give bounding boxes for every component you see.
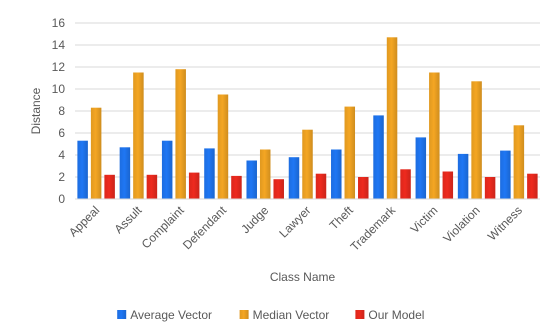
bars — [77, 37, 538, 199]
bar-median-vector — [386, 37, 398, 199]
bar-average-vector — [373, 115, 384, 199]
legend: Average Vector Median Vector Our Model — [117, 308, 424, 322]
x-tick-label: Defendant — [180, 203, 230, 253]
bar-average-vector — [500, 150, 511, 199]
bar-average-vector — [246, 160, 257, 199]
bar-median-vector — [217, 94, 229, 199]
bar-our-model — [273, 179, 284, 199]
bar-our-model — [104, 174, 115, 199]
bar-median-vector — [90, 107, 102, 199]
legend-label: Median Vector — [253, 308, 330, 322]
legend-swatch — [355, 310, 365, 319]
bar-average-vector — [415, 137, 427, 199]
bar-median-vector — [429, 72, 440, 199]
bar-average-vector — [77, 140, 88, 199]
legend-swatch — [117, 310, 127, 319]
bar-median-vector — [259, 149, 271, 199]
y-tick-label: 4 — [58, 148, 65, 162]
x-tick-label: Trademark — [348, 203, 399, 254]
x-axis-title: Class Name — [270, 270, 336, 284]
bar-our-model — [231, 175, 242, 199]
bar-our-model — [188, 172, 200, 199]
x-tick-label: Lawyer — [276, 203, 313, 240]
legend-label: Average Vector — [130, 308, 212, 322]
bar-median-vector — [471, 81, 482, 199]
bar-average-vector — [331, 149, 342, 199]
y-tick-label: 0 — [58, 192, 65, 206]
y-tick-label: 10 — [52, 82, 66, 96]
x-tick-label: Judge — [238, 203, 271, 236]
bar-median-vector — [513, 125, 525, 199]
x-tick-label: Assult — [112, 203, 145, 236]
bar-average-vector — [161, 140, 173, 199]
bar-our-model — [315, 173, 327, 199]
axes: 0 2 4 6 8 10 12 14 16 Appeal AssultComplaintDefend… — [52, 16, 540, 254]
legend-label: Our Model — [368, 308, 424, 322]
bar-median-vector — [133, 72, 144, 199]
x-tick-label: Witness — [485, 203, 525, 243]
x-tick-label: Theft — [327, 203, 357, 233]
y-tick-label: 6 — [58, 126, 65, 140]
y-tick-label: 12 — [52, 60, 66, 74]
bar-our-model — [358, 177, 369, 199]
bar-average-vector — [288, 157, 300, 199]
bar-our-model — [400, 169, 411, 199]
bar-average-vector — [457, 153, 469, 199]
bar-average-vector — [119, 147, 131, 199]
bar-median-vector — [302, 129, 313, 199]
y-tick-label: 16 — [52, 16, 66, 30]
bar-average-vector — [204, 148, 215, 199]
bar-median-vector — [344, 106, 356, 199]
bar-median-vector — [175, 69, 186, 199]
bar-our-model — [442, 171, 454, 199]
x-tick-label: Complaint — [139, 203, 188, 252]
x-tick-label: Violation — [440, 203, 482, 245]
x-tick-label: Appeal — [66, 203, 102, 239]
bar-our-model — [146, 174, 158, 199]
y-tick-label: 2 — [58, 170, 65, 184]
y-axis-title: Distance — [29, 87, 43, 134]
legend-swatch — [239, 310, 249, 319]
bar-our-model — [484, 177, 496, 199]
x-tick-label: Victim — [408, 203, 441, 236]
y-tick-label: 8 — [58, 104, 65, 118]
y-tick-label: 14 — [52, 38, 66, 52]
bar-our-model — [527, 173, 538, 199]
